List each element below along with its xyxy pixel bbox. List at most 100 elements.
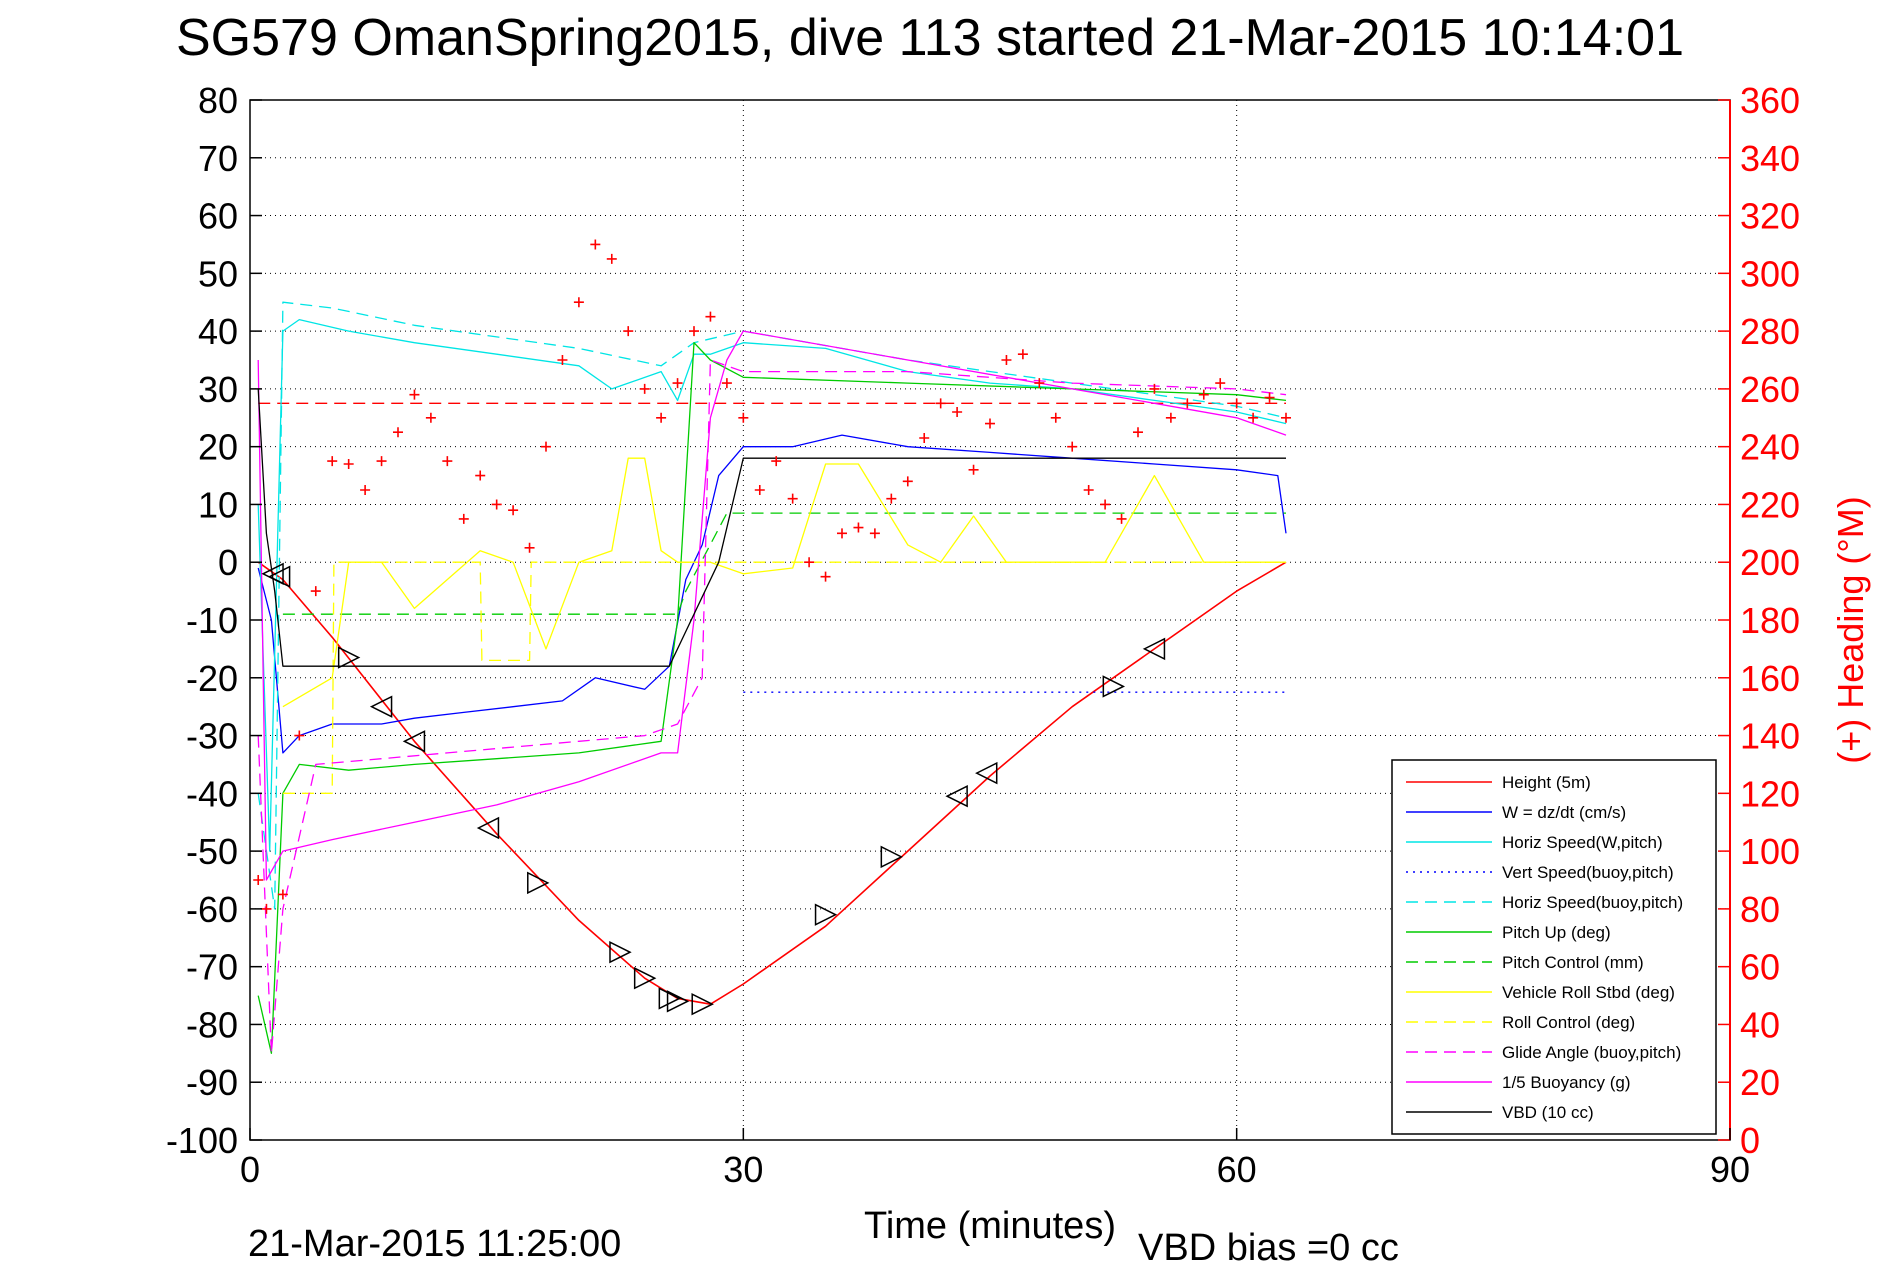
height-marker bbox=[945, 785, 968, 808]
heading-point bbox=[869, 528, 880, 539]
heading-point bbox=[968, 464, 979, 475]
left-tick-label: 60 bbox=[198, 196, 238, 237]
heading-point bbox=[738, 412, 749, 423]
heading-point bbox=[606, 253, 617, 264]
left-tick-label: -80 bbox=[186, 1004, 238, 1045]
legend-label: VBD (10 cc) bbox=[1502, 1103, 1594, 1122]
left-tick-label: 70 bbox=[198, 138, 238, 179]
left-tick-label: 80 bbox=[198, 80, 238, 121]
heading-point bbox=[639, 383, 650, 394]
heading-point bbox=[458, 513, 469, 524]
legend: Height (5m) W = dz/dt (cm/s) Horiz Speed(W… bbox=[1391, 759, 1717, 1135]
left-tick-label: -10 bbox=[186, 600, 238, 641]
heading-point bbox=[804, 557, 815, 568]
x-axis-label: Time (minutes) bbox=[864, 1205, 1116, 1247]
heading-point bbox=[524, 542, 535, 553]
heading-point bbox=[902, 476, 913, 487]
left-tick-label: 30 bbox=[198, 369, 238, 410]
height-marker bbox=[267, 565, 291, 588]
heading-point bbox=[1165, 412, 1176, 423]
heading-point bbox=[327, 456, 338, 467]
height-marker bbox=[658, 987, 682, 1010]
x-axis: 0 30 60 90 bbox=[240, 1128, 1750, 1190]
heading-point bbox=[1133, 427, 1143, 438]
height-marker bbox=[666, 990, 690, 1013]
series-line bbox=[257, 301, 1287, 910]
heading-point bbox=[985, 418, 995, 429]
right-tick-label: 320 bbox=[1740, 196, 1800, 237]
series-line bbox=[282, 512, 1286, 615]
legend-label: Vert Speed(buoy,pitch) bbox=[1502, 863, 1674, 882]
left-axis: 80 70 60 50 40 30 20 10 0 -10 -20 -30 -40 -50 -60 -70 -8… bbox=[166, 80, 262, 1161]
right-tick-label: 200 bbox=[1740, 542, 1800, 583]
left-tick-label: 20 bbox=[198, 427, 238, 468]
heading-point bbox=[1264, 392, 1275, 403]
legend-label: Height (5m) bbox=[1502, 773, 1591, 792]
heading-point bbox=[787, 493, 798, 504]
heading-point bbox=[442, 456, 453, 467]
left-tick-label: -50 bbox=[186, 831, 238, 872]
height-marker bbox=[337, 646, 361, 669]
right-tick-label: 60 bbox=[1740, 947, 1780, 988]
vbd-bias-label: VBD bias =0 cc bbox=[1138, 1227, 1399, 1269]
heading-point bbox=[360, 485, 371, 495]
right-tick-label: 220 bbox=[1740, 484, 1800, 525]
heading-point bbox=[1281, 412, 1291, 423]
chart-title: SG579 OmanSpring2015, dive 113 started 2… bbox=[176, 9, 1684, 67]
heading-point bbox=[1067, 441, 1078, 452]
series-line bbox=[257, 342, 1287, 1054]
right-tick-label: 340 bbox=[1740, 138, 1800, 179]
heading-point bbox=[1198, 389, 1209, 400]
right-axis: 3603403203002802602402202001801601401201… bbox=[1718, 80, 1800, 1161]
left-tick-label: -100 bbox=[166, 1120, 238, 1161]
left-tick-label: -70 bbox=[186, 947, 238, 988]
heading-point bbox=[1215, 378, 1226, 389]
heading-point bbox=[1182, 398, 1193, 409]
height-marker bbox=[402, 730, 426, 753]
legend-label: Roll Control (deg) bbox=[1502, 1013, 1635, 1032]
heading-point bbox=[721, 378, 732, 389]
heading-point bbox=[886, 493, 897, 504]
heading-point bbox=[1231, 398, 1242, 409]
x-tick-label: 30 bbox=[723, 1149, 763, 1190]
left-tick-label: 10 bbox=[198, 484, 238, 525]
heading-point bbox=[952, 407, 963, 417]
heading-point bbox=[1050, 412, 1061, 423]
right-tick-label: 160 bbox=[1740, 658, 1800, 699]
left-tick-label: 0 bbox=[218, 542, 238, 583]
heading-point bbox=[771, 456, 782, 467]
x-tick-label: 90 bbox=[1710, 1149, 1750, 1190]
right-axis-label: (+) Heading (°M) bbox=[1830, 496, 1871, 763]
heading-point bbox=[393, 427, 403, 438]
heading-point bbox=[261, 903, 272, 914]
heading-point bbox=[409, 389, 420, 400]
height-marker bbox=[476, 816, 500, 840]
heading-point bbox=[253, 875, 264, 885]
right-tick-label: 100 bbox=[1740, 831, 1800, 872]
heading-point bbox=[425, 412, 436, 423]
heading-point bbox=[310, 586, 321, 597]
x-tick-label: 60 bbox=[1217, 1149, 1257, 1190]
right-tick-label: 0 bbox=[1740, 1120, 1760, 1161]
heading-point bbox=[935, 398, 946, 409]
height-marker bbox=[633, 967, 657, 990]
height-marker bbox=[609, 941, 632, 964]
legend-box bbox=[1391, 759, 1717, 1135]
right-tick-label: 180 bbox=[1740, 600, 1800, 641]
height-marker bbox=[527, 871, 550, 895]
series-line bbox=[257, 330, 1287, 881]
heading-point bbox=[590, 239, 601, 250]
left-tick-label: -30 bbox=[186, 716, 238, 757]
height-marker bbox=[1102, 675, 1126, 698]
legend-label: Vehicle Roll Stbd (deg) bbox=[1502, 983, 1675, 1002]
heading-point bbox=[1116, 513, 1127, 524]
heading-point bbox=[557, 355, 568, 365]
right-tick-label: 280 bbox=[1740, 311, 1800, 352]
heading-point bbox=[491, 499, 502, 510]
heading-point bbox=[1034, 378, 1045, 389]
right-tick-label: 120 bbox=[1740, 773, 1800, 814]
heading-point bbox=[573, 297, 584, 308]
legend-label: W = dz/dt (cm/s) bbox=[1502, 803, 1626, 822]
heading-point bbox=[508, 505, 519, 516]
legend-label: Pitch Up (deg) bbox=[1502, 923, 1611, 942]
